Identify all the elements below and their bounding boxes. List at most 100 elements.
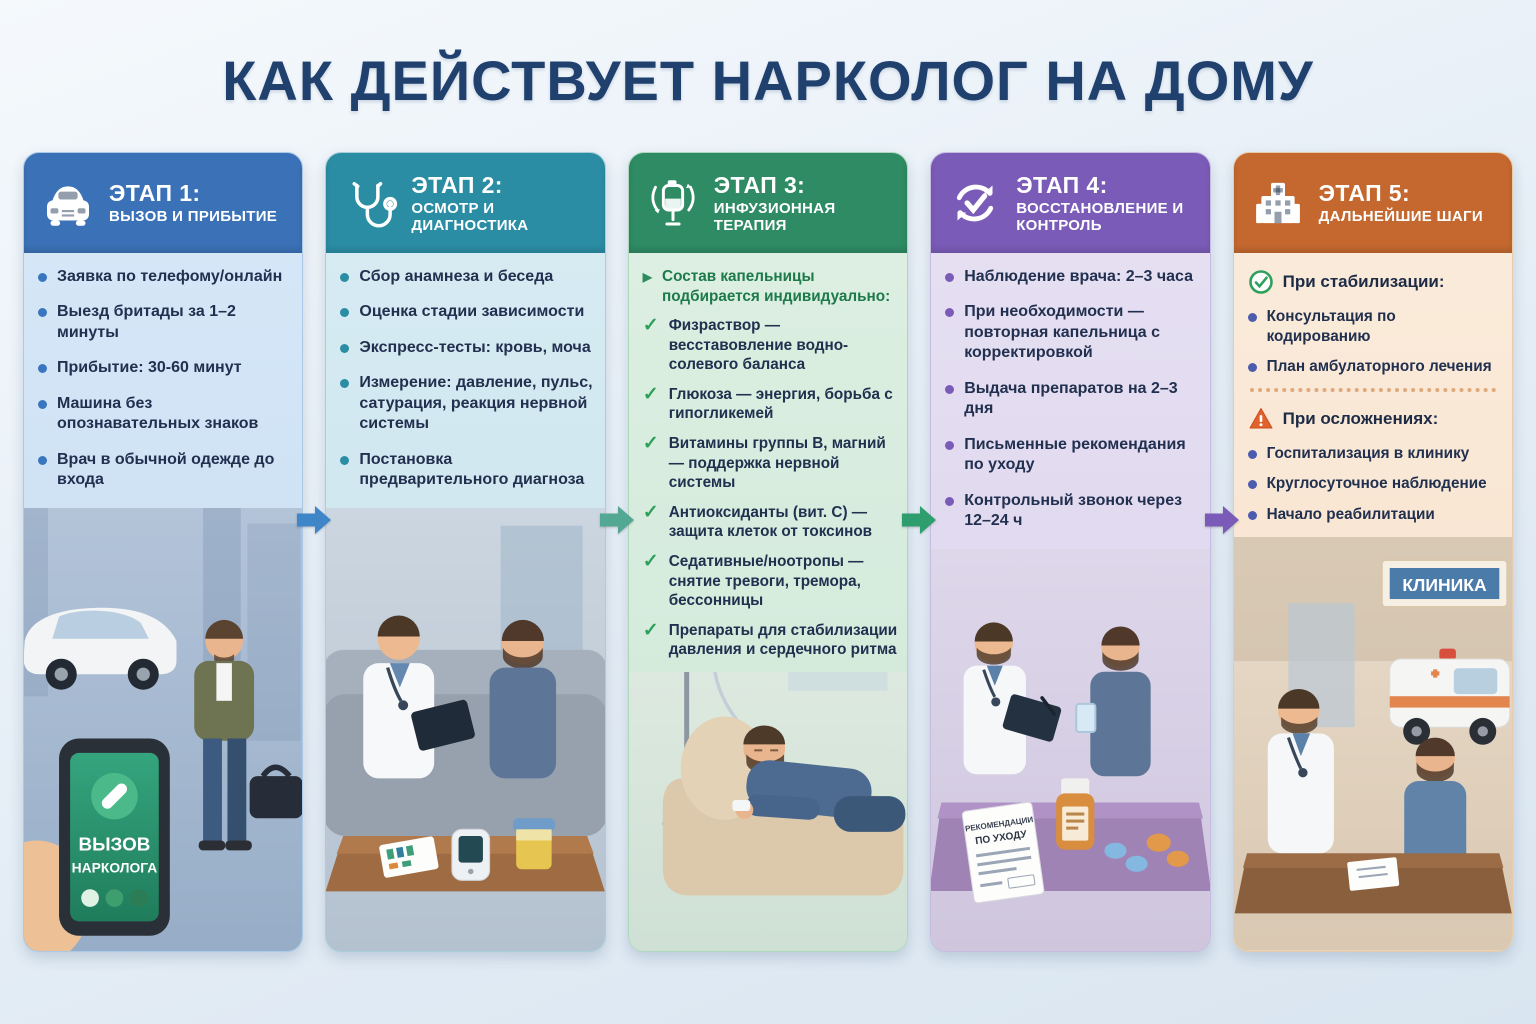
stage-subtitle: ДАЛЬНЕЙШИЕ ШАГИ (1318, 208, 1483, 226)
bullet-dot (38, 399, 47, 409)
stage-header-text: ЭТАП 5: ДАЛЬНЕЙШИЕ ШАГИ (1319, 180, 1483, 226)
bullet-dot (38, 308, 47, 318)
list-item-text: Сбор анамнеза и беседа (359, 268, 554, 285)
stethoscope-icon (342, 175, 398, 231)
list-item: Выдача препаратов на 2–3 дня (945, 379, 1199, 420)
bullet-dot (1247, 363, 1257, 373)
clinic-sign-label: КЛИНИКА (1402, 575, 1487, 595)
examination-illustration (326, 507, 605, 951)
list-item-text: Консультация по кодированию (1266, 308, 1396, 345)
section-header: При стабилизации: (1248, 269, 1502, 295)
hospital-icon (1250, 175, 1306, 231)
list-item-text: Седативные/ноотропы — снятие тревоги, тр… (668, 552, 864, 610)
stage-header: ЭТАП 4: ВОССТАНОВЛЕНИЕ И КОНТРОЛЬ (931, 153, 1210, 253)
bullet-dot (38, 364, 47, 374)
triangle-bullet-icon (643, 270, 652, 306)
list-item: Физраствор — весставовление водно-солево… (643, 316, 897, 375)
bullet-dot (1247, 480, 1257, 490)
list-item-text: Постановка предварительного диагноза (359, 450, 585, 489)
list-item: План амбулаторного лечения (1247, 357, 1502, 377)
list-item: Консультация по кодированию (1247, 307, 1502, 346)
iv-patch (732, 799, 751, 811)
section-header: При осложнениях: (1248, 406, 1502, 432)
patient-figure (489, 619, 557, 779)
call-and-arrival-illustration: ВЫЗОВ НАРКОЛОГА (24, 507, 303, 951)
list-item-intro: Состав капельницы подбирается индивидуал… (643, 267, 897, 306)
bullet-dot (945, 440, 955, 450)
list-item: Госпитализация в клинику (1247, 444, 1502, 464)
stage-subtitle: ИНФУЗИОННАЯ ТЕРАПИЯ (713, 199, 836, 234)
patient-figure (194, 619, 303, 851)
list-item-text: Оценка стадии зависимости (359, 303, 585, 321)
car-icon (40, 175, 96, 231)
list-item-text: Круглосуточное наблюдение (1266, 475, 1487, 493)
stage-illustration: КЛИНИКА (1233, 537, 1512, 951)
check-icon (643, 434, 659, 493)
page-title: КАК ДЕЙСТВУЕТ НАРКОЛОГ НА ДОМУ (222, 49, 1314, 112)
list-item: Глюкоза — энергия, борьба с гипогликемей (643, 385, 897, 424)
list-item: Врач в обычной одежде до входа (38, 450, 292, 491)
stage-column-4: ЭТАП 4: ВОССТАНОВЛЕНИЕ И КОНТРОЛЬ Наблюд… (930, 152, 1211, 952)
stage-column-1: ЭТАП 1: ВЫЗОВ И ПРИБЫТИЕ Заявка по телеф… (23, 152, 304, 952)
phone-call-icon (101, 783, 128, 809)
list-item: Экспресс-тесты: кровь, моча (340, 338, 594, 358)
stage-label: ЭТАП 4: (1016, 171, 1108, 198)
bullet-dot (945, 496, 955, 506)
stage-header-text: ЭТАП 4: ВОССТАНОВЛЕНИЕ И КОНТРОЛЬ (1016, 172, 1199, 235)
list-item: Контрольный звонок через 12–24 ч (945, 491, 1199, 532)
bullet-dot (340, 455, 350, 465)
list-item-text: Заявка по телефому/онлайн (57, 268, 283, 285)
section-complications: При осложнениях: Госпитализация в клиник… (1247, 406, 1502, 525)
list-item: Выезд бритады за 1–2 минуты (38, 302, 292, 343)
flow-arrow-3 (902, 506, 936, 534)
stage-illustration (326, 507, 605, 951)
list-item-text: План амбулаторного лечения (1266, 358, 1492, 376)
check-icon (643, 385, 659, 424)
bullet-dot (945, 384, 955, 394)
list-item-text: Препараты для стабилизации давления и се… (668, 621, 898, 659)
stage-header-text: ЭТАП 1: ВЫЗОВ И ПРИБЫТИЕ (109, 180, 277, 226)
stage-label: ЭТАП 3: (713, 171, 806, 198)
bullet-dot (945, 273, 955, 282)
phone-label-line1: ВЫЗОВ (79, 833, 151, 854)
stage-column-5: ЭТАП 5: ДАЛЬНЕЙШИЕ ШАГИ При стабилизации… (1232, 152, 1513, 952)
check-circle-icon (1248, 269, 1274, 295)
list-item: Седативные/ноотропы — снятие тревоги, тр… (643, 552, 897, 611)
bullet-dot (945, 308, 955, 318)
list-item-text: При необходимости — повторная капельница… (964, 303, 1161, 362)
section-title: При осложнениях: (1282, 408, 1439, 428)
doctor-figure (1267, 689, 1334, 854)
check-icon (643, 552, 659, 611)
list-item: Заявка по телефому/онлайн (38, 267, 292, 287)
list-item: Витамины группы В, магний — поддержка не… (643, 434, 897, 493)
bullet-dot (340, 273, 350, 282)
stage-subtitle: ВОССТАНОВЛЕНИЕ И КОНТРОЛЬ (1016, 199, 1184, 234)
bullet-dot (340, 343, 350, 353)
stage-body: Наблюдение врача: 2–3 часа При необходим… (931, 253, 1209, 549)
stage-header-text: ЭТАП 2: ОСМОТР И ДИАГНОСТИКА (411, 172, 594, 235)
phone-label-line2: НАРКОЛОГА (72, 859, 158, 875)
clinic-sign: КЛИНИКА (1379, 558, 1509, 610)
list-item-text: Госпитализация в клинику (1266, 444, 1470, 462)
patient-figure (732, 725, 906, 832)
list-item-text: Письменные рекомендания по уходу (964, 435, 1186, 474)
stage-label: ЭТАП 5: (1318, 180, 1411, 207)
bullet-dot (1247, 510, 1257, 520)
stage-body: Сбор анамнеза и беседа Оценка стадии зав… (326, 253, 604, 508)
iv-therapy-illustration (628, 671, 908, 951)
intro-text: Состав капельницы подбирается индивидуал… (662, 268, 891, 305)
bullet-dot (38, 455, 47, 465)
recovery-cycle-icon (947, 175, 1003, 231)
bullet-dot (1247, 313, 1257, 322)
pills (1104, 833, 1190, 872)
stage-subtitle: ОСМОТР И ДИАГНОСТИКА (411, 199, 529, 234)
hand-with-phone: ВЫЗОВ НАРКОЛОГА (24, 738, 170, 951)
list-item: Начало реабилитации (1247, 505, 1502, 525)
list-item: Оценка стадии зависимости (340, 302, 594, 322)
list-item-text: Выдача препаратов на 2–3 дня (964, 379, 1178, 418)
ambulance (1388, 649, 1510, 746)
list-item-text: Витамины группы В, магний — поддержка не… (668, 435, 886, 492)
dotted-divider (1249, 387, 1496, 392)
bullet-dot (38, 273, 47, 282)
list-item-text: Физраствор — весставовление водно-солево… (668, 317, 849, 374)
